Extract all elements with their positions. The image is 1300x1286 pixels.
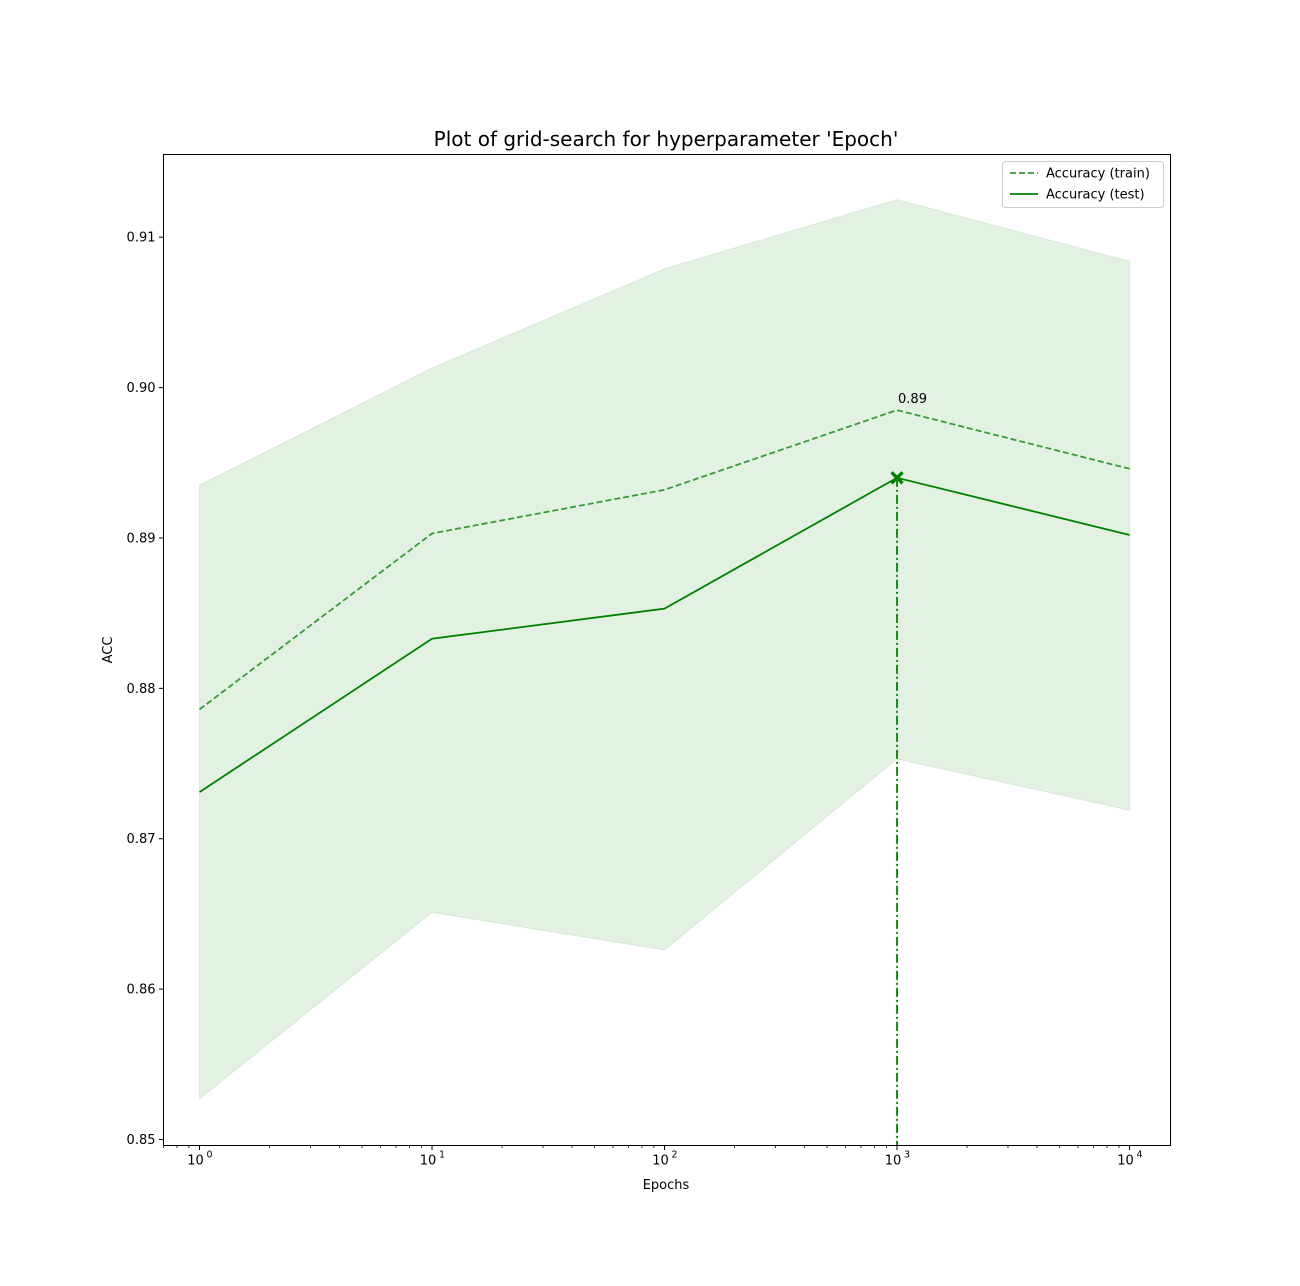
y-tick-label: 0.89 <box>127 531 156 546</box>
x-tick-exponent: 2 <box>672 1150 678 1161</box>
legend-box <box>1002 161 1164 208</box>
y-tick-label: 0.85 <box>127 1133 156 1148</box>
y-tick-label: 0.87 <box>127 832 156 847</box>
best-annotation: 0.89 <box>898 392 927 407</box>
x-tick-label: 10 <box>187 1154 204 1169</box>
legend-test-label: Accuracy (test) <box>1046 188 1145 203</box>
x-axis-label: Epochs <box>643 1178 690 1193</box>
best-point-layer: 0.89 <box>890 392 927 1146</box>
best-point-marker <box>890 471 904 485</box>
legend-train-label: Accuracy (train) <box>1046 167 1150 182</box>
y-tick-label: 0.88 <box>127 682 156 697</box>
y-tick-label: 0.86 <box>127 983 156 998</box>
x-tick-exponent: 4 <box>1137 1150 1143 1161</box>
y-axis: 0.85 0.86 0.87 0.88 0.89 0.90 0.91 <box>127 231 164 1148</box>
x-tick-exponent: 0 <box>206 1150 212 1161</box>
y-tick-label: 0.91 <box>127 231 156 246</box>
x-tick-label: 10 <box>1117 1154 1134 1169</box>
x-axis: 10 0 10 1 10 2 10 3 10 4 <box>163 1145 1143 1169</box>
test-accuracy-line <box>199 476 1130 793</box>
plot-frame <box>163 154 1171 1146</box>
confidence-band-layer <box>198 198 1131 1101</box>
x-tick-exponent: 3 <box>904 1150 910 1161</box>
legend: Accuracy (train) Accuracy (test) <box>1002 161 1164 208</box>
train-accuracy-line <box>198 409 1130 711</box>
x-tick-exponent: 1 <box>439 1150 445 1161</box>
x-tick-label: 10 <box>885 1154 902 1169</box>
x-tick-label: 10 <box>420 1154 437 1169</box>
chart-title: Plot of grid-search for hyperparameter '… <box>434 127 899 151</box>
y-axis-label: ACC <box>101 637 116 664</box>
x-tick-label: 10 <box>652 1154 669 1169</box>
confidence-band <box>198 198 1131 1101</box>
series-layer <box>198 409 1130 793</box>
y-tick-label: 0.90 <box>127 381 156 396</box>
